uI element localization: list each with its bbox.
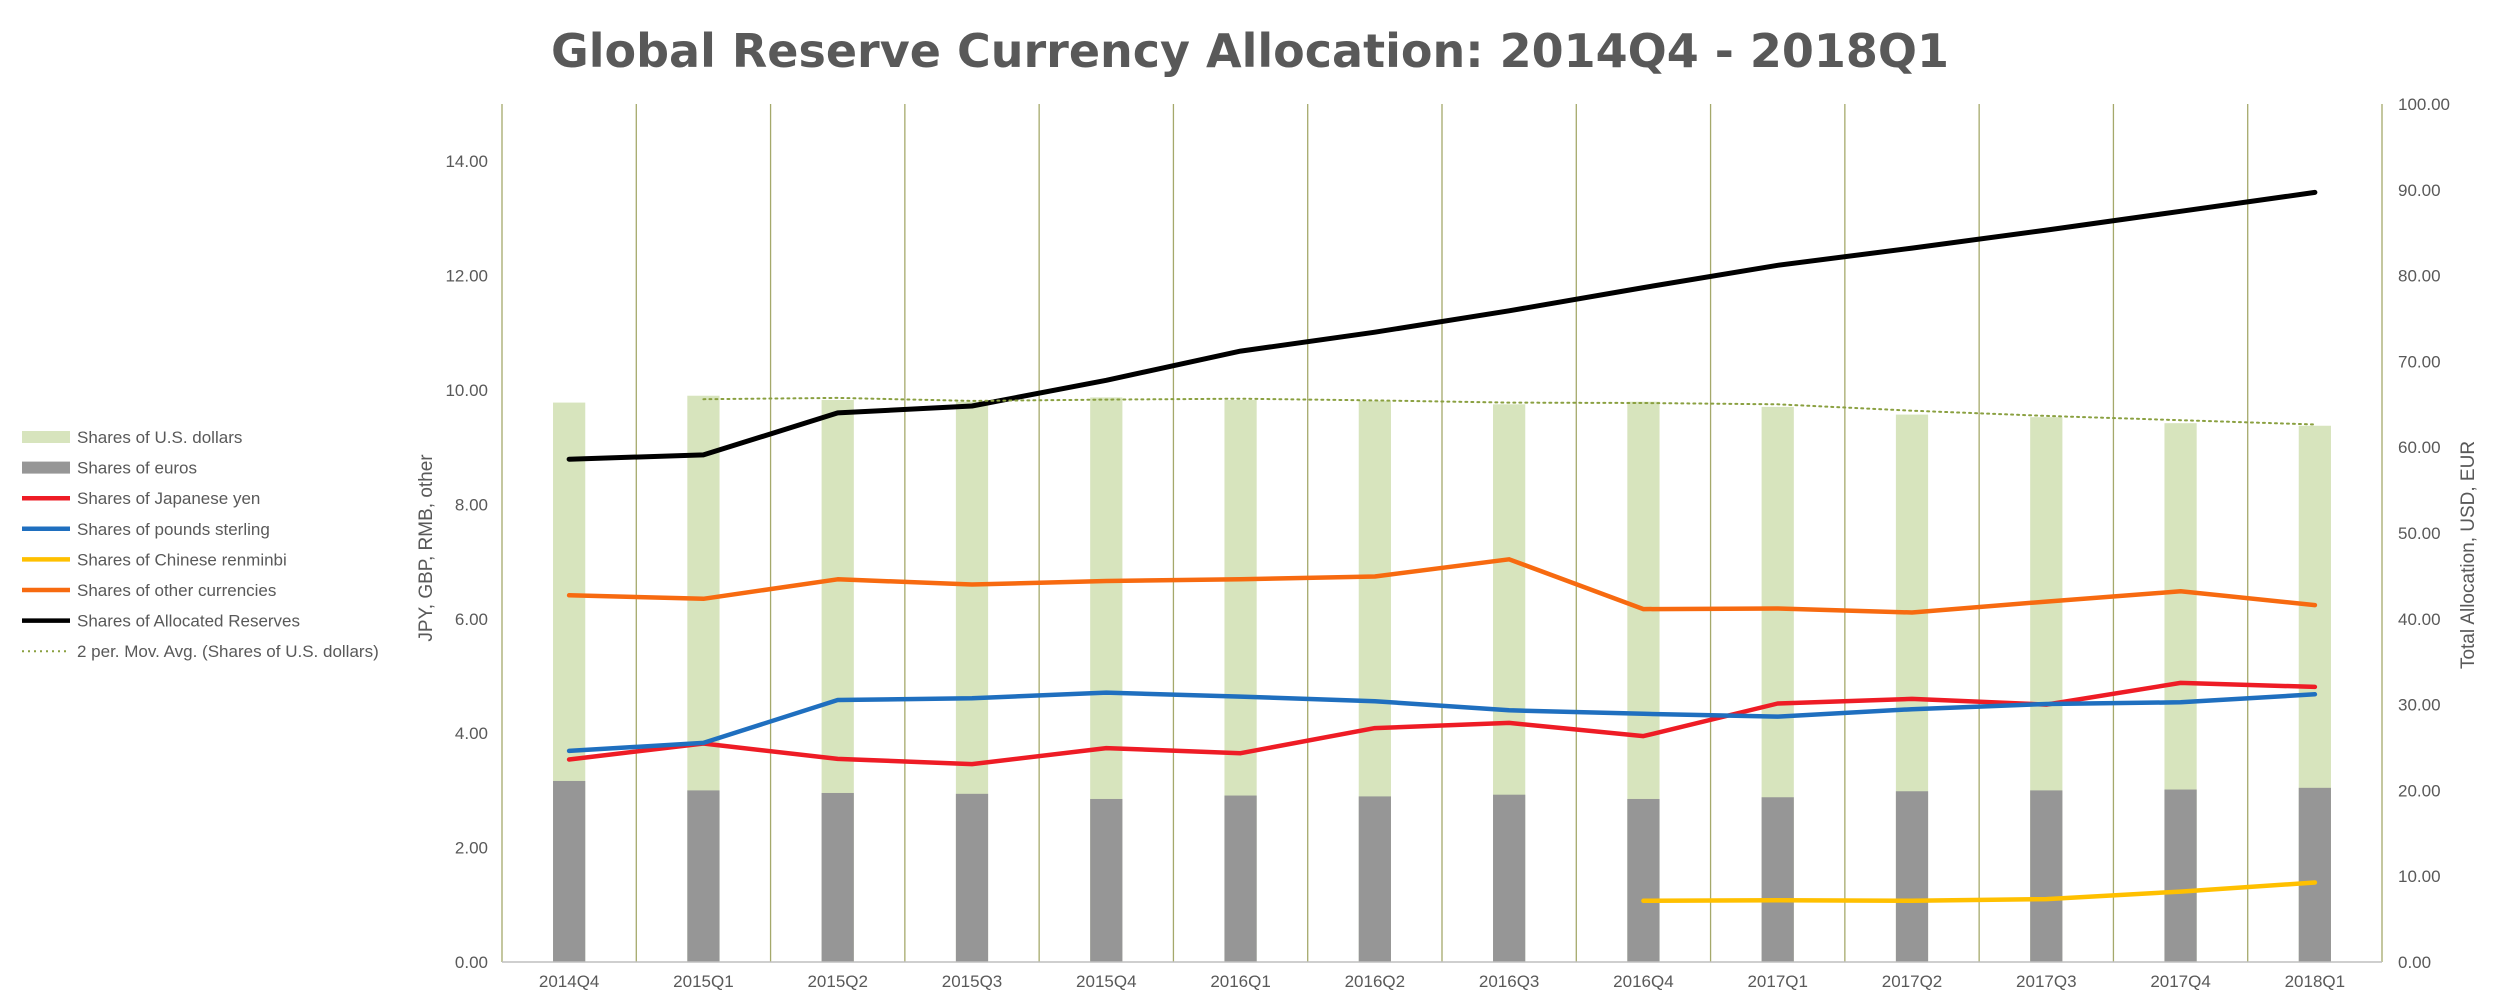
x-tick-label: 2017Q1 — [1747, 972, 1808, 991]
line-shares-of-pounds-sterling — [566, 690, 2318, 754]
bar-shares-of-euros — [1090, 798, 1123, 962]
bar-shares-of-euros — [553, 780, 586, 962]
x-tick-label: 2015Q3 — [942, 972, 1003, 991]
legend-item: 2 per. Mov. Avg. (Shares of U.S. dollars… — [22, 642, 379, 661]
lines — [566, 189, 2318, 904]
bar-shares-of-euros — [2164, 789, 2197, 962]
legend-label: Shares of pounds sterling — [77, 520, 270, 539]
bar-shares-of-euros — [1895, 791, 1929, 962]
y-left-tick-label: 6.00 — [455, 610, 488, 629]
bar-shares-of-euros — [1358, 796, 1391, 962]
x-tick-label: 2015Q2 — [807, 972, 868, 991]
y-left-tick-label: 8.00 — [455, 495, 488, 514]
bar-shares-of-euros — [1493, 794, 1526, 962]
y-right-tick-label: 90.00 — [2398, 181, 2441, 200]
bar-shares-of-euros — [955, 793, 989, 962]
line-shares-of-allocated-reserves — [566, 189, 2318, 462]
bar-shares-of-euros — [821, 792, 854, 962]
x-tick-label: 2017Q2 — [1882, 972, 1943, 991]
y-axis-left-label: JPY, GBP, RMB, other — [416, 454, 437, 642]
bar-shares-of-euros — [687, 790, 720, 962]
y-right-tick-label: 100.00 — [2398, 95, 2450, 114]
legend-label: Shares of other currencies — [77, 581, 276, 600]
legend-swatch — [22, 461, 70, 474]
y-left-tick-label: 2.00 — [455, 839, 488, 858]
y-right-tick-label: 10.00 — [2398, 867, 2441, 886]
y-right-tick-label: 30.00 — [2398, 696, 2441, 715]
y-left-tick-label: 10.00 — [445, 381, 488, 400]
y-left-tick-label: 0.00 — [455, 953, 488, 972]
bar-shares-of-euros — [1627, 798, 1660, 962]
x-tick-label: 2017Q3 — [2016, 972, 2077, 991]
y-left-tick-label: 14.00 — [445, 152, 488, 171]
y-right-tick-label: 0.00 — [2398, 953, 2431, 972]
y-axis-right-label: Total Allocation, USD, EUR — [2458, 441, 2479, 669]
legend-item: Shares of U.S. dollars — [22, 428, 242, 447]
y-left-tick-label: 12.00 — [445, 267, 488, 286]
line-2-per-mov-avg-shares-of-u-s-dollars — [702, 396, 2316, 426]
grid — [501, 104, 2383, 962]
legend-item: Shares of euros — [22, 459, 197, 478]
legend-label: Shares of Allocated Reserves — [77, 612, 300, 631]
legend-label: Shares of euros — [77, 459, 197, 478]
line-shares-of-other-currencies — [566, 557, 2318, 615]
legend-label: Shares of Japanese yen — [77, 489, 260, 508]
y-right-tick-label: 80.00 — [2398, 267, 2441, 286]
bar-shares-of-euros — [1761, 797, 1794, 962]
y-right-tick-label: 20.00 — [2398, 781, 2441, 800]
y-right-tick-label: 40.00 — [2398, 610, 2441, 629]
x-tick-label: 2016Q3 — [1479, 972, 1540, 991]
legend-item: Shares of pounds sterling — [22, 520, 270, 539]
legend-swatch — [22, 431, 70, 443]
bar-shares-of-euros — [1224, 795, 1257, 962]
x-tick-label: 2016Q1 — [1210, 972, 1271, 991]
legend-item: Shares of other currencies — [22, 581, 276, 600]
x-tick-label: 2015Q4 — [1076, 972, 1137, 991]
x-tick-label: 2016Q4 — [1613, 972, 1674, 991]
x-tick-label: 2018Q1 — [2285, 972, 2346, 991]
x-tick-label: 2015Q1 — [673, 972, 734, 991]
chart-title: Global Reserve Currency Allocation: 2014… — [551, 24, 1949, 78]
bar-shares-of-euros — [2030, 790, 2063, 962]
axes: 2014Q4 2015Q1 2015Q2 2015Q3 2015Q4 2016Q1 2016… — [445, 95, 2450, 991]
x-tick-label: 2014Q4 — [539, 972, 600, 991]
y-right-tick-label: 70.00 — [2398, 352, 2441, 371]
line-shares-of-chinese-renminbi — [1641, 880, 2318, 904]
legend: Shares of U.S. dollars Shares of euros Sha… — [22, 428, 379, 661]
y-right-tick-label: 60.00 — [2398, 438, 2441, 457]
legend-label: 2 per. Mov. Avg. (Shares of U.S. dollars… — [77, 642, 379, 661]
bar-shares-of-euros — [2298, 787, 2331, 962]
y-left-tick-label: 4.00 — [455, 724, 488, 743]
x-tick-label: 2016Q2 — [1345, 972, 1406, 991]
bars — [553, 395, 2331, 963]
legend-item: Shares of Allocated Reserves — [22, 612, 300, 631]
y-right-tick-label: 50.00 — [2398, 524, 2441, 543]
legend-label: Shares of Chinese renminbi — [77, 550, 287, 569]
legend-item: Shares of Japanese yen — [22, 489, 260, 508]
x-tick-label: 2017Q4 — [2150, 972, 2211, 991]
legend-item: Shares of Chinese renminbi — [22, 550, 287, 569]
legend-label: Shares of U.S. dollars — [77, 428, 242, 447]
